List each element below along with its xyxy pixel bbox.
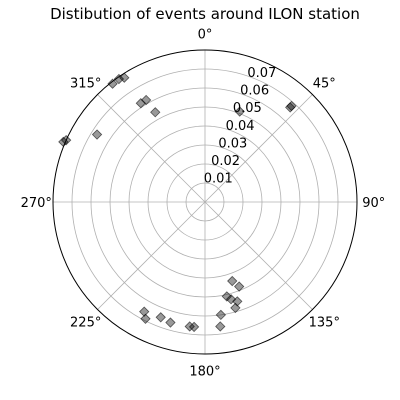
data-point [150, 107, 161, 118]
r-tick-label: 0.01 [204, 171, 233, 186]
r-tick-label: 0.06 [240, 84, 269, 99]
r-tick-label: 0.02 [211, 154, 240, 169]
data-point [155, 312, 166, 323]
theta-tick-labels: 0° 45° 90° 135° 180° 225° 270° 315° [21, 27, 386, 379]
data-point [107, 78, 118, 89]
r-gridline [128, 125, 282, 279]
r-tick-label: 0.07 [247, 66, 276, 81]
data-point [215, 309, 227, 321]
r-tick-label: 0.04 [226, 119, 255, 134]
r-gridline [90, 87, 320, 317]
data-point [234, 106, 245, 117]
r-gridline [109, 106, 301, 298]
radial-tick-labels: 0.01 0.02 0.03 0.04 0.05 0.06 0.07 [204, 66, 277, 186]
r-gridline [147, 144, 263, 260]
theta-tick-label: 315° [70, 77, 101, 92]
r-tick-label: 0.03 [218, 136, 247, 151]
theta-tick-label: 45° [313, 77, 336, 92]
data-point [232, 296, 243, 307]
data-point [91, 129, 103, 140]
data-point [233, 281, 245, 292]
data-point [119, 72, 130, 83]
data-point [135, 98, 147, 109]
data-point [227, 275, 238, 287]
theta-tick-label: 225° [70, 315, 101, 330]
chart-title: Distibution of events around ILON statio… [50, 5, 360, 23]
data-points [58, 72, 297, 333]
data-point [140, 313, 151, 324]
theta-tick-label: 90° [362, 196, 385, 211]
polar-frame [52, 49, 358, 355]
theta-tick-label: 0° [198, 27, 213, 42]
r-gridline [71, 68, 339, 336]
r-gridline [166, 163, 244, 241]
theta-tick-label: 180° [189, 365, 220, 380]
r-gridline [185, 182, 225, 222]
data-point [165, 317, 176, 328]
data-point [139, 306, 150, 317]
data-point [215, 321, 226, 332]
data-point [285, 102, 296, 113]
data-point [184, 321, 195, 332]
data-point [225, 294, 237, 305]
data-point [140, 94, 152, 106]
theta-tick-label: 135° [309, 315, 340, 330]
polar-grid [53, 50, 357, 354]
data-point [221, 291, 232, 302]
r-tick-label: 0.05 [233, 101, 262, 116]
theta-tick-label: 270° [21, 196, 52, 211]
